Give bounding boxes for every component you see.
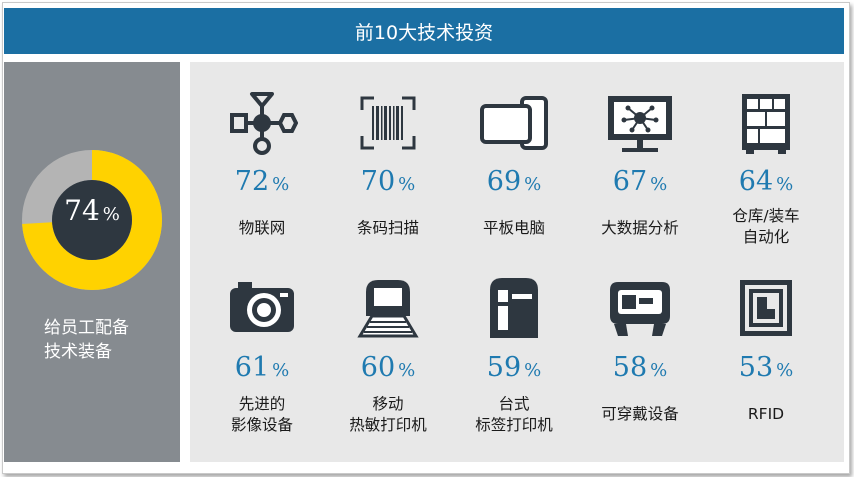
percent-unit: % [272, 360, 290, 381]
investment-value: 72 [234, 166, 270, 197]
iot-icon [230, 92, 298, 155]
summary-value: 74 [64, 194, 100, 227]
investment-label: 大数据分析 [601, 219, 679, 237]
title-bar: 前10大技术投资 [4, 8, 844, 54]
summary-donut [22, 150, 162, 290]
investment-value: 59 [486, 352, 522, 383]
donut-value-arc [22, 150, 162, 290]
percent-unit: % [398, 174, 416, 195]
investment-value: 58 [612, 352, 648, 383]
warehouse-icon [742, 94, 790, 154]
investment-value: 70 [360, 166, 396, 197]
investment-label: 先进的 影像设备 [230, 395, 293, 434]
percent-unit: % [524, 174, 542, 195]
investment-label: 条码扫描 [356, 219, 419, 237]
investment-percent: 60% [328, 352, 448, 383]
investment-value: 53 [738, 352, 774, 383]
tablet-icon [480, 96, 548, 150]
investment-value: 67 [612, 166, 648, 197]
wearable-icon [610, 282, 670, 336]
summary-label: 给员工配备 技术装备 [44, 318, 129, 362]
investment-label: 物联网 [238, 219, 286, 237]
investment-label: 移动 热敏打印机 [349, 395, 427, 434]
percent-unit: % [776, 360, 794, 381]
donut-center [52, 180, 132, 260]
summary-percent: 74% [22, 194, 162, 227]
investment-label: 仓库/装车 自动化 [732, 207, 800, 246]
investment-percent: 72% [202, 166, 322, 197]
investment-label: 平板电脑 [482, 219, 545, 237]
investment-percent: 53% [706, 352, 826, 383]
percent-unit: % [272, 174, 290, 195]
camera-icon [230, 282, 294, 332]
monitor-network-icon [608, 96, 672, 152]
barcode-icon [360, 96, 416, 150]
desktop-printer-icon [490, 278, 538, 338]
investment-value: 64 [738, 166, 774, 197]
investment-percent: 58% [580, 352, 700, 383]
investment-percent: 67% [580, 166, 700, 197]
investment-label: 可穿戴设备 [601, 405, 679, 423]
percent-unit: % [650, 360, 668, 381]
investment-value: 60 [360, 352, 396, 383]
mobile-printer-icon [357, 280, 419, 338]
investment-label: 台式 标签打印机 [475, 395, 553, 434]
summary-unit: % [102, 204, 120, 225]
investment-label: RFID [747, 405, 785, 423]
investment-percent: 61% [202, 352, 322, 383]
investment-value: 61 [234, 352, 270, 383]
page-title: 前10大技术投资 [354, 21, 494, 44]
percent-unit: % [650, 174, 668, 195]
investment-percent: 64% [706, 166, 826, 197]
rfid-icon [740, 280, 792, 336]
percent-unit: % [398, 360, 416, 381]
percent-unit: % [524, 360, 542, 381]
investment-percent: 59% [454, 352, 574, 383]
percent-unit: % [776, 174, 794, 195]
investment-value: 69 [486, 166, 522, 197]
investment-percent: 70% [328, 166, 448, 197]
investment-percent: 69% [454, 166, 574, 197]
